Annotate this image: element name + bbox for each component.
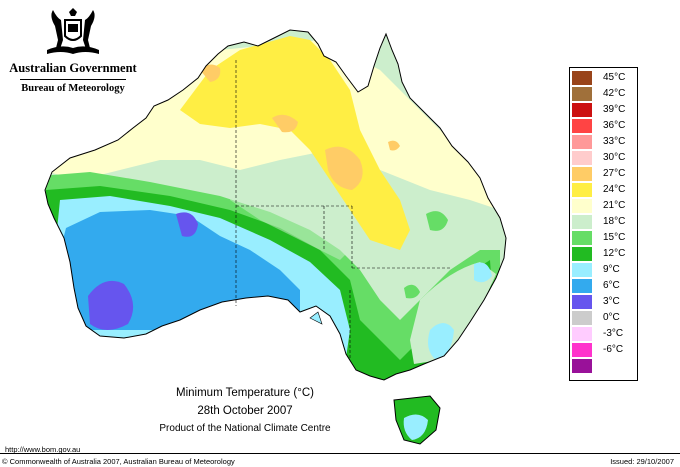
legend-swatch [572,263,592,277]
government-name: Australian Government [9,61,137,75]
legend-label: 12°C [603,248,626,259]
logo-divider [20,79,126,80]
legend-item: -3°C [570,326,637,342]
legend-item: 12°C [570,246,637,262]
legend-swatch [572,247,592,261]
footer-copyright: © Commonwealth of Australia 2007, Austra… [2,457,235,466]
legend-item: -6°C [570,342,637,358]
legend-label: 21°C [603,200,626,211]
legend-item: 39°C [570,102,637,118]
legend-swatch [572,167,592,181]
map-date: 28th October 2007 [197,405,293,417]
footer-divider [0,453,680,454]
legend-item: 42°C [570,86,637,102]
bom-logo: Australian Government Bureau of Meteorol… [8,6,138,98]
legend-item: 36°C [570,118,637,134]
map-product: Product of the National Climate Centre [159,423,331,434]
legend-swatch [572,119,592,133]
legend-label: 18°C [603,216,626,227]
temperature-legend: 45°C 42°C 39°C 36°C 33°C 30°C 27°C 24°C 21°C 18°C… [569,67,638,381]
legend-label: 9°C [603,264,620,275]
legend-label: 15°C [603,232,626,243]
legend-swatch [572,327,592,341]
legend-item: 0°C [570,310,637,326]
legend-swatch [572,151,592,165]
legend-item: 6°C [570,278,637,294]
legend-item: 21°C [570,198,637,214]
legend-swatch [572,183,592,197]
legend-label: 0°C [603,312,620,323]
legend-item: 18°C [570,214,637,230]
map-title: Minimum Temperature (°C) [176,387,314,399]
legend-swatch [572,103,592,117]
legend-swatch [572,359,592,373]
legend-item: 27°C [570,166,637,182]
legend-label: -6°C [603,344,624,355]
legend-label: 33°C [603,136,626,147]
footer-url[interactable]: http://www.bom.gov.au [5,445,81,454]
legend-item: 3°C [570,294,637,310]
legend-swatch [572,71,592,85]
legend-item: 9°C [570,262,637,278]
legend-label: 45°C [603,72,626,83]
legend-label: 24°C [603,184,626,195]
coat-of-arms-icon [47,8,99,54]
legend-swatch [572,279,592,293]
legend-swatch [572,311,592,325]
legend-swatch [572,295,592,309]
legend-label: 27°C [603,168,626,179]
bureau-name: Bureau of Meteorology [21,83,125,94]
legend-swatch [572,87,592,101]
legend-item: 33°C [570,134,637,150]
legend-label: 6°C [603,280,620,291]
legend-swatch [572,343,592,357]
legend-label: 42°C [603,88,626,99]
legend-swatch [572,231,592,245]
footer-issued: Issued: 29/10/2007 [610,457,674,466]
legend-label: 30°C [603,152,626,163]
legend-label: 39°C [603,104,626,115]
legend-swatch [572,199,592,213]
legend-label: -3°C [603,328,624,339]
legend-item: 30°C [570,150,637,166]
legend-item [570,358,637,374]
legend-item: 24°C [570,182,637,198]
legend-label: 36°C [603,120,626,131]
legend-item: 15°C [570,230,637,246]
legend-swatch [572,215,592,229]
legend-label: 3°C [603,296,620,307]
legend-swatch [572,135,592,149]
legend-item: 45°C [570,70,637,86]
